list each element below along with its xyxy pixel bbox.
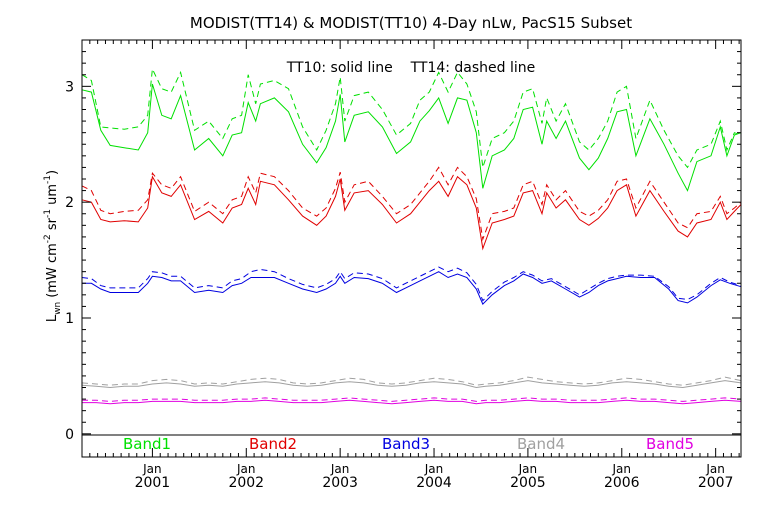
series-layer (81, 67, 742, 405)
band1-tt14-dashed-line (81, 67, 742, 169)
y-tick-label: 0 (65, 427, 74, 443)
y-label-um: um (45, 184, 60, 209)
legend-band2: Band2 (249, 435, 297, 453)
x-tick-month-label: Jan (424, 462, 444, 476)
band1-tt10-solid-line (81, 83, 742, 192)
x-tick-month-label: Jan (705, 462, 725, 476)
x-tick-month-label: Jan (612, 462, 632, 476)
axis-layer: 0123Jan2001Jan2002Jan2003Jan2004Jan2005J… (65, 40, 741, 491)
y-label-main: L (45, 314, 60, 322)
band3-tt14-dashed-line (81, 266, 742, 302)
x-tick-year-label: 2002 (228, 475, 264, 491)
y-label-units: (mW cm (45, 243, 60, 298)
y-axis-label: Lwn(mW cm-2 sr-1 um-1) (43, 170, 63, 322)
legend-band3: Band3 (382, 435, 430, 453)
x-tick-year-label: 2005 (510, 475, 546, 491)
x-tick-year-label: 2006 (604, 475, 640, 491)
band5-tt10-solid-line (82, 399, 742, 405)
band5-tt14-dashed-line (82, 397, 742, 402)
y-tick-label: 2 (65, 195, 74, 211)
x-tick-month-label: Jan (330, 462, 350, 476)
x-tick-month-label: Jan (518, 462, 538, 476)
band4-tt14-dashed-line (81, 376, 742, 386)
y-label-close: ) (45, 170, 60, 175)
chart-title: MODIST(TT14) & MODIST(TT10) 4-Day nLw, P… (190, 14, 632, 32)
legend-band4: Band4 (517, 435, 565, 453)
band4-tt10-solid-line (81, 380, 742, 389)
x-tick-year-label: 2003 (322, 475, 358, 491)
y-label-exp2: -1 (43, 209, 53, 218)
y-label-exp3: -1 (43, 175, 53, 184)
y-label-exp1: -2 (43, 234, 53, 243)
x-tick-month-label: Jan (142, 462, 162, 476)
legend-band1: Band1 (123, 435, 171, 453)
band2-tt10-solid-line (81, 175, 742, 251)
legend-band5: Band5 (646, 435, 694, 453)
y-tick-label: 3 (65, 79, 74, 95)
x-tick-month-label: Jan (236, 462, 256, 476)
y-tick-label: 1 (65, 311, 74, 327)
x-tick-year-label: 2004 (416, 475, 452, 491)
x-tick-year-label: 2001 (135, 475, 171, 491)
y-label-sub: wn (53, 302, 63, 315)
y-label-sr: sr (45, 217, 60, 234)
band2-tt14-dashed-line (81, 166, 742, 242)
band-legend: Band1 Band2 Band3 Band4 Band5 (123, 435, 694, 453)
band3-tt10-solid-line (82, 271, 742, 305)
x-tick-year-label: 2007 (698, 475, 734, 491)
plot-frame (81, 39, 742, 458)
line-style-annotation: TT10: solid line TT14: dashed line (286, 60, 536, 76)
